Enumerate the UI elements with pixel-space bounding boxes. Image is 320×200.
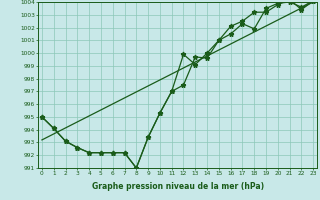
X-axis label: Graphe pression niveau de la mer (hPa): Graphe pression niveau de la mer (hPa) xyxy=(92,182,264,191)
